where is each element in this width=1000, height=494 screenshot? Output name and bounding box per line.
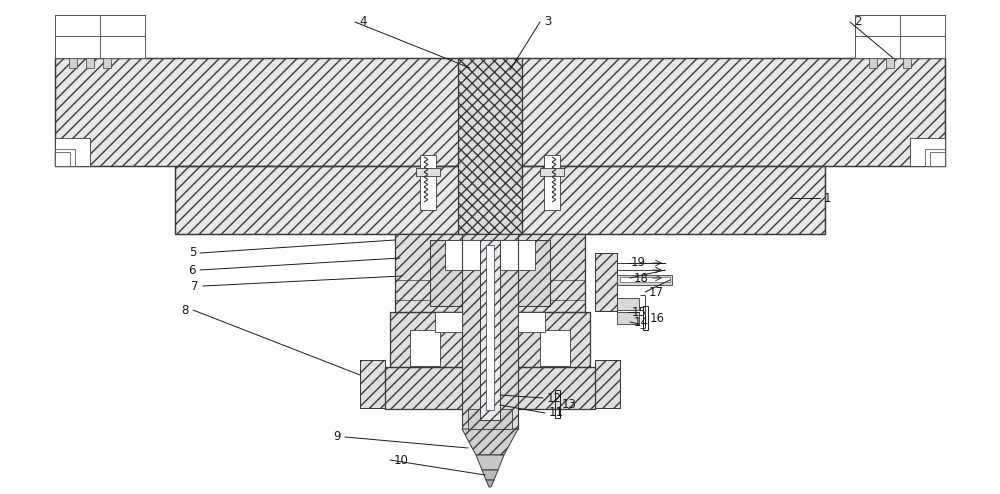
Polygon shape [476,455,504,470]
Text: 10: 10 [394,453,409,466]
Bar [55,55,145,58]
Text: 7: 7 [192,280,199,292]
Bar [55,58,945,166]
Bar [462,234,518,429]
Bar [480,240,500,420]
Bar [410,330,440,366]
Bar [544,155,560,210]
Text: 15: 15 [632,305,647,319]
Text: 9: 9 [334,430,341,444]
Polygon shape [486,480,494,487]
Text: 12: 12 [547,392,562,405]
Polygon shape [462,429,518,455]
Bar [395,234,585,312]
Text: 4: 4 [359,15,366,29]
Bar [595,360,620,408]
Bar [925,149,945,166]
Text: 8: 8 [182,303,189,317]
Bar [103,58,111,68]
Bar [435,312,462,332]
Bar [55,15,100,36]
Bar [55,152,70,166]
Bar [855,36,900,58]
Bar [458,58,522,234]
Bar [458,58,522,234]
Bar [445,240,535,270]
Bar [55,138,90,166]
Text: 2: 2 [854,15,862,29]
Bar [617,275,672,285]
Text: 19: 19 [631,256,646,270]
Text: 5: 5 [189,247,196,259]
Bar [886,58,894,68]
Bar [385,367,595,409]
Bar [900,15,945,36]
Bar [910,138,945,166]
Text: 3: 3 [544,15,551,29]
Bar [869,58,877,68]
Bar [855,15,945,58]
Bar [540,330,570,366]
Bar [620,277,670,282]
Bar [903,58,911,68]
Text: 16: 16 [650,312,665,325]
Text: 14: 14 [634,316,649,329]
Bar [55,58,945,166]
Bar [617,312,639,324]
Bar [360,360,385,408]
Text: 6: 6 [188,263,196,277]
Bar [55,15,145,58]
Bar [360,360,385,408]
Bar [518,312,545,332]
Bar [420,155,436,210]
Bar [480,240,500,420]
Text: 11: 11 [549,407,564,419]
Bar [462,234,518,429]
Bar [855,15,900,36]
Bar [100,15,145,36]
Bar [930,152,945,166]
Text: 18: 18 [634,272,649,285]
Bar [390,312,590,367]
Bar [855,55,945,58]
Bar [468,409,512,429]
Bar [395,234,585,312]
Text: 13: 13 [562,398,577,411]
Bar [595,253,617,311]
Bar [175,166,825,234]
Bar [595,360,620,408]
Bar [900,36,945,58]
Bar [595,253,617,311]
Bar [540,168,564,176]
Polygon shape [482,470,498,480]
Bar [69,58,77,68]
Bar [100,36,145,58]
Bar [175,166,825,234]
Bar [390,312,590,367]
Bar [55,36,100,58]
Bar [385,367,595,409]
Text: 17: 17 [649,286,664,298]
Bar [486,245,494,410]
Bar [55,149,75,166]
Bar [416,168,440,176]
Bar [430,240,550,306]
Bar [617,298,639,310]
Bar [430,240,550,306]
Bar [86,58,94,68]
Text: 1: 1 [824,192,832,205]
